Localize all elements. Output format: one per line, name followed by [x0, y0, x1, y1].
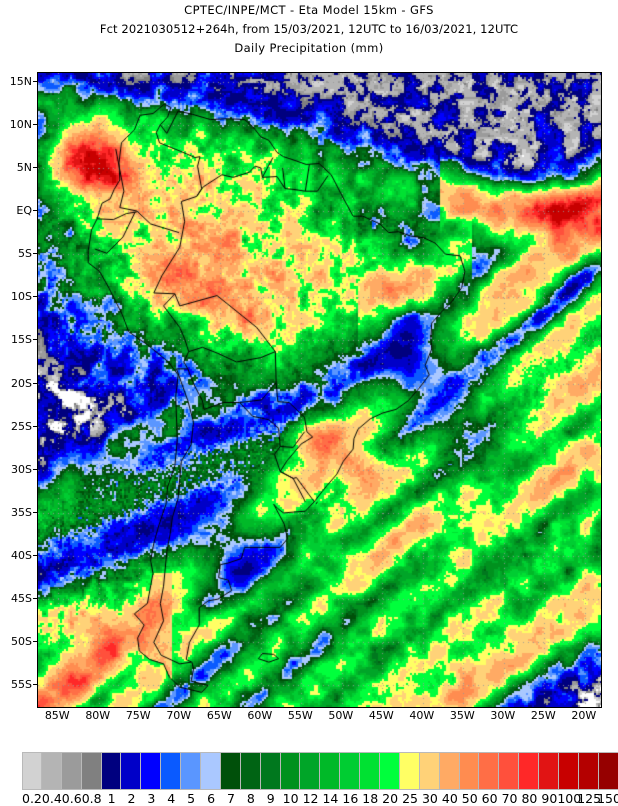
- colorbar-swatch: [121, 752, 142, 790]
- lat-tick-label: 5N: [16, 160, 32, 174]
- colorbar-swatch: [141, 752, 162, 790]
- lat-tick-label: 5S: [18, 247, 32, 261]
- lon-tick-label: 45W: [368, 709, 394, 722]
- lat-tick-label: 15N: [9, 74, 32, 88]
- colorbar-swatch: [81, 752, 102, 790]
- lat-tick-label: 20S: [11, 376, 32, 390]
- colorbar-swatch: [201, 752, 221, 790]
- lat-tick-mark: [33, 296, 37, 298]
- colorbar-tick-label: 2: [127, 791, 136, 806]
- lon-tick-label: 40W: [409, 709, 435, 722]
- lon-tick-label: 50W: [328, 709, 354, 722]
- colorbar-swatch: [419, 752, 440, 790]
- colorbar-swatch: [240, 752, 261, 790]
- colorbar-tick-label: 5: [187, 791, 196, 806]
- lat-tick-label: 25S: [11, 419, 32, 433]
- lat-tick-label: 45S: [11, 592, 32, 606]
- lat-tick-mark: [33, 80, 37, 82]
- colorbar-swatch: [101, 752, 122, 790]
- lat-tick-label: 30S: [11, 462, 32, 476]
- colorbar-swatch: [22, 752, 42, 790]
- colorbar-swatch: [280, 752, 301, 790]
- colorbar-swatch: [260, 752, 281, 790]
- colorbar-swatch: [320, 752, 341, 790]
- precipitation-raster: [38, 73, 601, 707]
- colorbar-swatch: [220, 752, 241, 790]
- colorbar: 0.2 0.4 0.6 0.8 1 2 3 4 5 6 7 8 9 10 12 14 16 18 20 25 30 40 5…: [0, 752, 618, 805]
- lat-tick-mark: [33, 555, 37, 557]
- lon-tick-label: 35W: [449, 709, 475, 722]
- colorbar-swatch: [598, 752, 618, 790]
- lon-tick-label: 30W: [490, 709, 516, 722]
- field-label: Daily Precipitation (mm): [234, 41, 384, 55]
- colorbar-tick-label: 150: [597, 791, 618, 806]
- lat-tick-mark: [33, 425, 37, 427]
- lon-tick-label: 20W: [571, 709, 597, 722]
- colorbar-swatch: [41, 752, 62, 790]
- colorbar-tick-label: 3: [147, 791, 156, 806]
- lon-tick-label: 75W: [125, 709, 151, 722]
- lat-tick-label: 10S: [11, 290, 32, 304]
- lon-tick-label: 70W: [166, 709, 192, 722]
- colorbar-swatch: [519, 752, 540, 790]
- colorbar-tick-label: 6: [207, 791, 216, 806]
- colorbar-swatch: [340, 752, 361, 790]
- lon-tick-label: 80W: [85, 709, 111, 722]
- lat-tick-mark: [33, 641, 37, 643]
- lon-tick-label: 25W: [530, 709, 556, 722]
- colorbar-swatch: [539, 752, 560, 790]
- lat-tick-label: 40S: [11, 549, 32, 563]
- colorbar-swatch: [300, 752, 321, 790]
- forecast-valid-period: Fct 2021030512+264h, from 15/03/2021, 12…: [99, 22, 519, 36]
- lat-tick-mark: [33, 166, 37, 168]
- lat-tick-mark: [33, 123, 37, 125]
- colorbar-swatch: [499, 752, 520, 790]
- lat-tick-mark: [33, 511, 37, 513]
- lat-tick-label: 10N: [9, 117, 32, 131]
- lat-tick-mark: [33, 598, 37, 600]
- colorbar-swatch: [399, 752, 420, 790]
- lat-tick-mark: [33, 382, 37, 384]
- colorbar-swatch: [578, 752, 599, 790]
- colorbar-swatch: [61, 752, 82, 790]
- lat-tick-label: EQ: [16, 204, 32, 217]
- lat-tick-mark: [33, 210, 37, 211]
- lat-tick-mark: [33, 253, 37, 255]
- page-title: CPTEC/INPE/MCT - Eta Model 15km - GFS: [184, 3, 434, 17]
- lat-tick-mark: [33, 684, 37, 686]
- colorbar-swatch: [479, 752, 500, 790]
- lat-tick-mark: [33, 339, 37, 341]
- colorbar-cells: [22, 752, 618, 790]
- lat-tick-label: 55S: [11, 678, 32, 692]
- colorbar-swatch: [439, 752, 460, 790]
- lon-tick-label: 85W: [44, 709, 70, 722]
- colorbar-tick-label: 7: [226, 791, 235, 806]
- colorbar-swatch: [559, 752, 579, 790]
- lon-tick-label: 60W: [247, 709, 273, 722]
- lat-tick-mark: [33, 468, 37, 470]
- map-plot-area: [37, 72, 602, 708]
- colorbar-swatch: [360, 752, 381, 790]
- colorbar-tick-label: 1: [107, 791, 116, 806]
- lon-tick-label: 65W: [206, 709, 232, 722]
- lat-tick-label: 50S: [11, 635, 32, 649]
- colorbar-swatch: [380, 752, 400, 790]
- colorbar-swatch: [459, 752, 480, 790]
- colorbar-tick-label: 9: [266, 791, 275, 806]
- colorbar-tick-label: 4: [167, 791, 176, 806]
- lat-tick-label: 15S: [11, 333, 32, 347]
- lat-tick-label: 35S: [11, 505, 32, 519]
- colorbar-swatch: [161, 752, 182, 790]
- colorbar-tick-label: 8: [246, 791, 255, 806]
- lon-tick-label: 55W: [287, 709, 313, 722]
- colorbar-under-arrow: [4, 752, 23, 790]
- colorbar-swatch: [181, 752, 202, 790]
